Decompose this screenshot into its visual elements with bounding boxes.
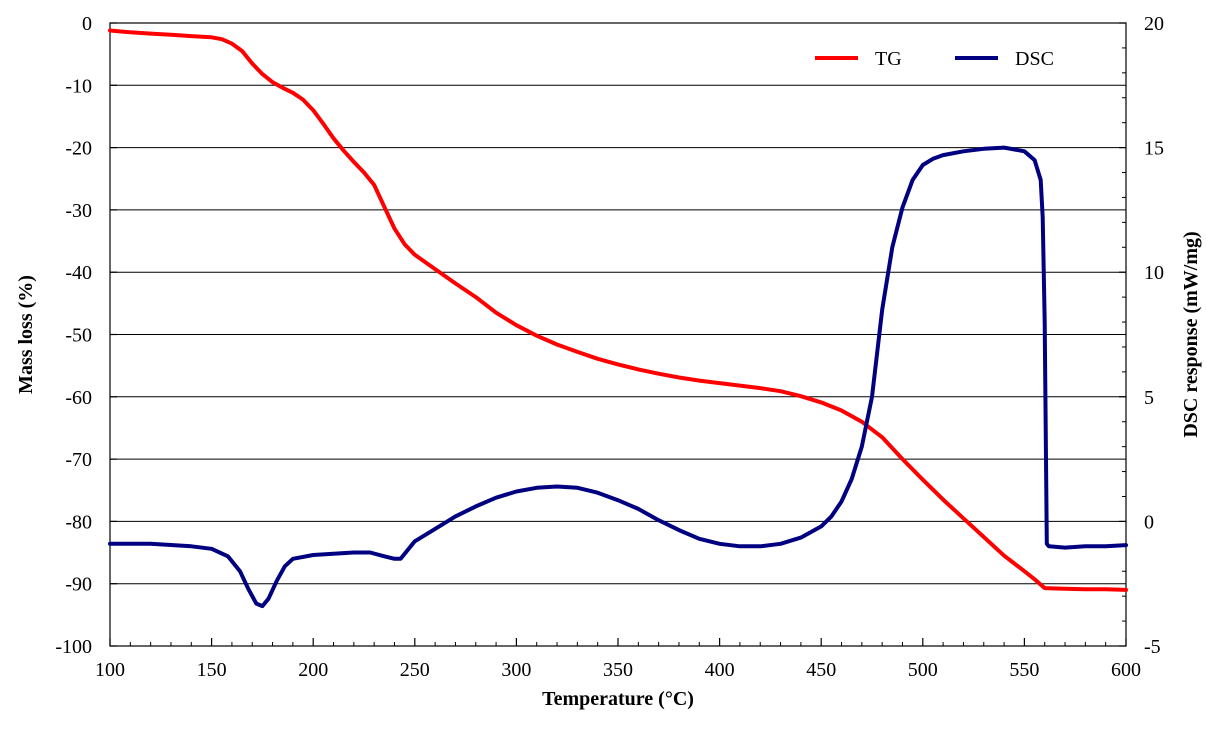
y2-tick-label: 5 — [1144, 387, 1154, 409]
y2-tick-label: 15 — [1144, 138, 1164, 160]
x-tick-label: 600 — [1111, 659, 1141, 681]
x-axis-title: Temperature (°C) — [542, 688, 694, 710]
y-tick-label: -30 — [65, 200, 92, 222]
y2-tick-label: -5 — [1144, 636, 1161, 658]
y-tick-label: -20 — [65, 138, 92, 160]
y2-axis-title: DSC response (mW/mg) — [1180, 231, 1202, 437]
x-tick-label: 300 — [501, 659, 531, 681]
y-tick-label: 0 — [82, 13, 92, 35]
x-tick-label: 200 — [298, 659, 328, 681]
x-tick-label: 250 — [400, 659, 430, 681]
x-tick-label: 150 — [197, 659, 227, 681]
x-tick-label: 450 — [806, 659, 836, 681]
series-line-tg — [108, 28, 1128, 592]
x-tick-label: 400 — [705, 659, 735, 681]
x-tick-label: 100 — [95, 659, 125, 681]
gridlines — [110, 22, 1126, 647]
y2-tick-label: 0 — [1144, 511, 1154, 533]
y-tick-label: -10 — [65, 75, 92, 97]
series-line-dsc — [108, 145, 1128, 609]
x-tick-label: 550 — [1009, 659, 1039, 681]
y-tick-label: -90 — [65, 574, 92, 596]
legend: TG DSC — [815, 48, 1054, 70]
y-tick-label: -60 — [65, 387, 92, 409]
y2-tick-label: 20 — [1144, 13, 1164, 35]
legend-label-dsc: DSC — [1015, 48, 1054, 70]
y-tick-label: -50 — [65, 325, 92, 347]
x-tick-label: 500 — [908, 659, 938, 681]
y-tick-label: -100 — [55, 636, 92, 658]
x-tick-label: 350 — [603, 659, 633, 681]
legend-label-tg: TG — [875, 48, 902, 70]
y2-tick-label: 10 — [1144, 262, 1164, 284]
y-tick-label: -40 — [65, 262, 92, 284]
y-axis-right: 20 15 10 5 0 -5 — [1119, 13, 1164, 658]
x-axis: 100 150 200 250 300 350 400 450 500 550 600 — [95, 638, 1141, 681]
y-tick-label: -80 — [65, 511, 92, 533]
y-axis-title: Mass loss (%) — [15, 275, 37, 394]
y-axis-left: 0 -10 -20 -30 -40 -50 -60 -70 -80 -90 -100 — [55, 13, 117, 658]
y-tick-label: -70 — [65, 449, 92, 471]
